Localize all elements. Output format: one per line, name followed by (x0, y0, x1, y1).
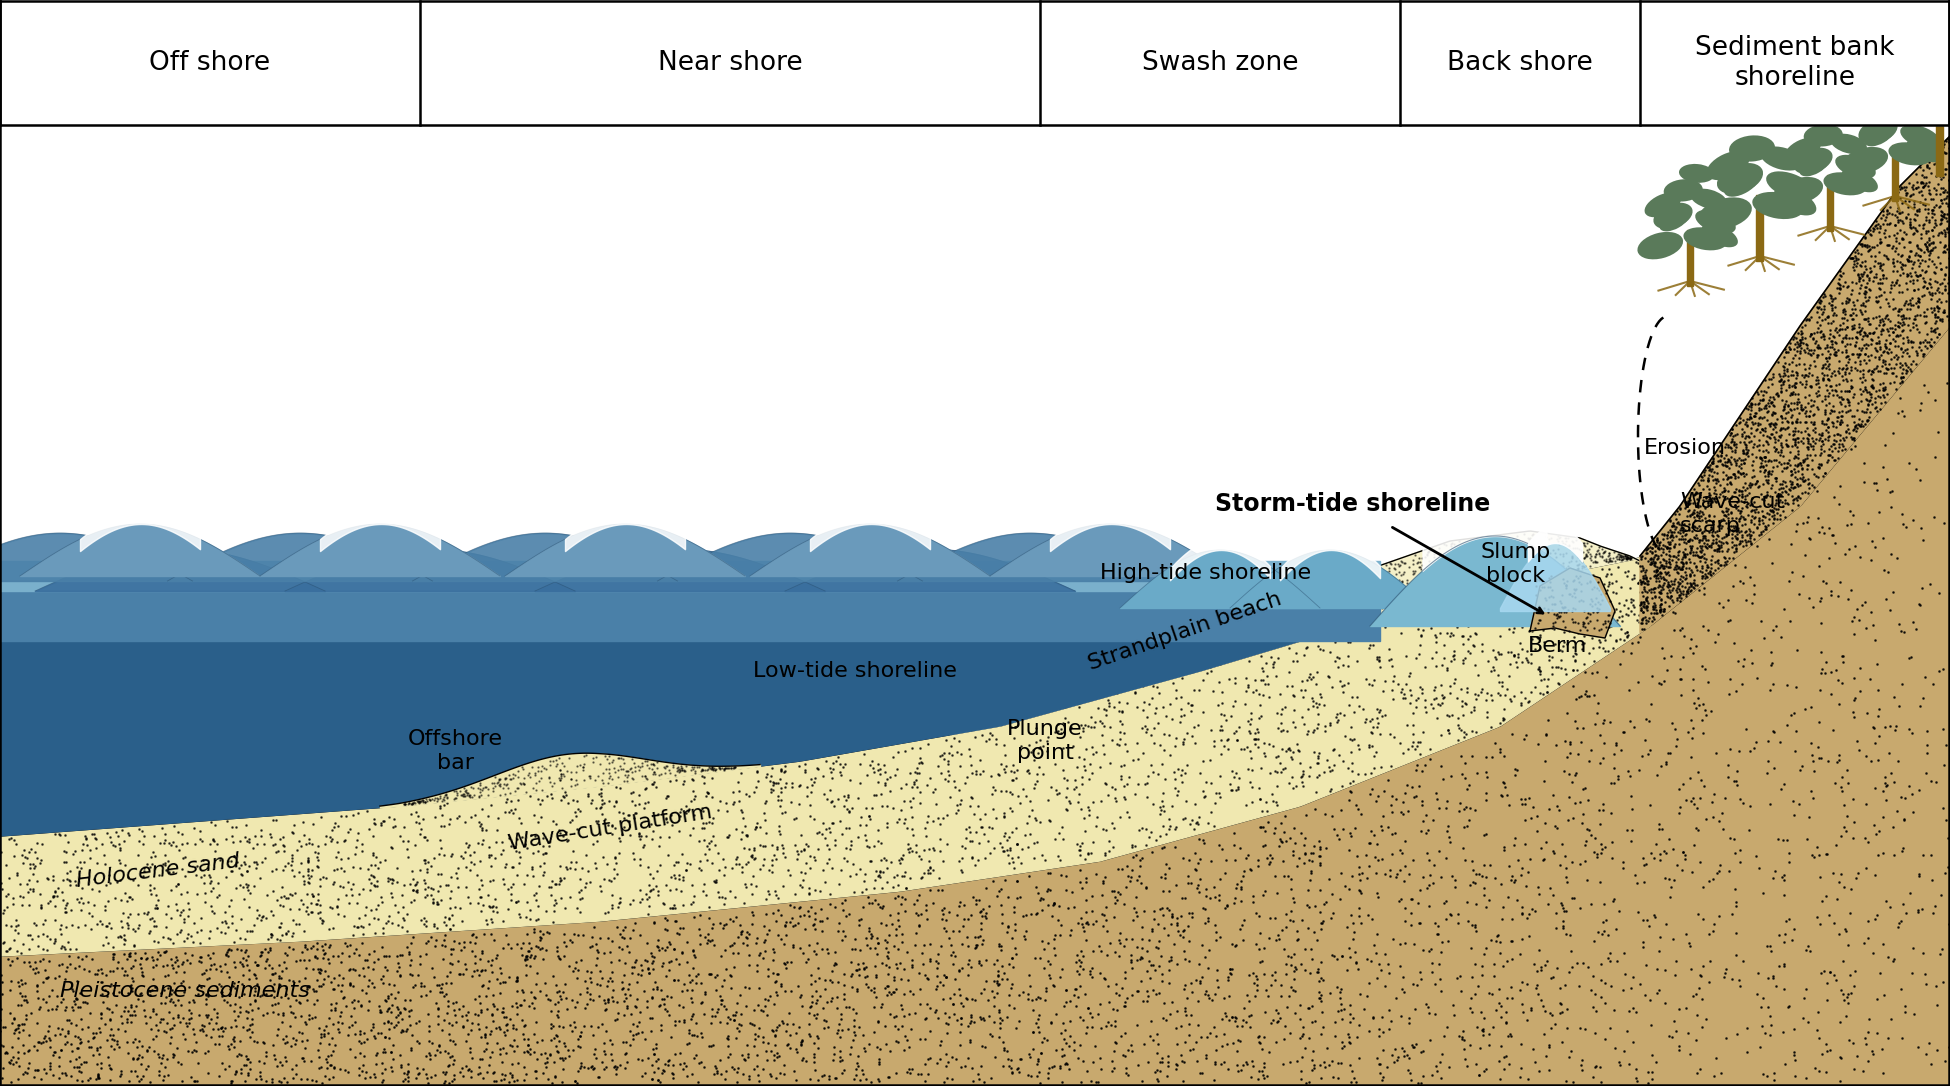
Text: Strandplain beach: Strandplain beach (1086, 589, 1285, 673)
Ellipse shape (1683, 227, 1728, 251)
Ellipse shape (1888, 142, 1932, 165)
Ellipse shape (1716, 163, 1763, 194)
Ellipse shape (1843, 147, 1888, 175)
Text: Storm-tide shoreline: Storm-tide shoreline (1215, 492, 1490, 516)
Ellipse shape (1907, 139, 1942, 162)
Polygon shape (1827, 175, 1833, 231)
Text: Wave-cut
scarp: Wave-cut scarp (1681, 492, 1784, 535)
Ellipse shape (1698, 198, 1751, 229)
Ellipse shape (1663, 179, 1702, 202)
Polygon shape (950, 531, 1650, 735)
Ellipse shape (1702, 224, 1737, 248)
Text: High-tide shoreline: High-tide shoreline (1100, 563, 1310, 583)
Ellipse shape (1638, 232, 1683, 260)
Text: Sediment bank
shoreline: Sediment bank shoreline (1695, 35, 1895, 90)
Text: Plunge
point: Plunge point (1008, 719, 1082, 762)
Ellipse shape (1831, 134, 1866, 154)
Ellipse shape (1706, 151, 1749, 180)
Text: Back shore: Back shore (1447, 50, 1593, 76)
Ellipse shape (1695, 210, 1736, 233)
Polygon shape (0, 618, 1381, 836)
Text: Wave-cut platform: Wave-cut platform (507, 801, 714, 854)
Ellipse shape (1730, 136, 1775, 162)
Polygon shape (1757, 195, 1763, 261)
Text: Swash zone: Swash zone (1143, 50, 1299, 76)
Ellipse shape (1835, 155, 1876, 179)
Ellipse shape (1858, 117, 1897, 144)
Polygon shape (1892, 144, 1897, 201)
Ellipse shape (1784, 138, 1821, 162)
Ellipse shape (1774, 188, 1815, 215)
Text: Off shore: Off shore (150, 50, 271, 76)
Ellipse shape (1654, 203, 1693, 229)
Ellipse shape (1659, 209, 1691, 231)
Polygon shape (0, 561, 1381, 591)
Text: Pleistocene sediments: Pleistocene sediments (60, 981, 310, 1001)
Ellipse shape (1804, 124, 1843, 147)
Polygon shape (0, 0, 1950, 125)
Ellipse shape (1691, 189, 1728, 210)
Ellipse shape (1823, 173, 1868, 195)
Text: Low-tide shoreline: Low-tide shoreline (753, 661, 957, 681)
Ellipse shape (1753, 192, 1804, 219)
Ellipse shape (1864, 124, 1895, 147)
Polygon shape (1687, 230, 1693, 286)
Ellipse shape (1800, 154, 1829, 176)
Text: Slump
block: Slump block (1480, 542, 1550, 585)
Ellipse shape (1724, 171, 1761, 197)
Polygon shape (0, 591, 1381, 641)
Ellipse shape (1778, 177, 1823, 204)
Text: Berm: Berm (1529, 636, 1587, 656)
Ellipse shape (1899, 125, 1940, 149)
Polygon shape (0, 556, 1650, 956)
Text: Holocene sand: Holocene sand (74, 851, 242, 891)
Ellipse shape (1841, 168, 1878, 192)
Ellipse shape (1794, 148, 1833, 174)
Polygon shape (1936, 110, 1944, 176)
Text: Erosion: Erosion (1644, 438, 1726, 458)
Text: Near shore: Near shore (657, 50, 801, 76)
Ellipse shape (1679, 164, 1714, 182)
Polygon shape (0, 326, 1950, 1086)
Ellipse shape (1644, 192, 1681, 217)
Text: Offshore
bar: Offshore bar (408, 730, 503, 772)
Ellipse shape (1767, 172, 1814, 200)
Polygon shape (1640, 136, 1950, 633)
Ellipse shape (1761, 147, 1804, 171)
Polygon shape (1531, 568, 1615, 637)
